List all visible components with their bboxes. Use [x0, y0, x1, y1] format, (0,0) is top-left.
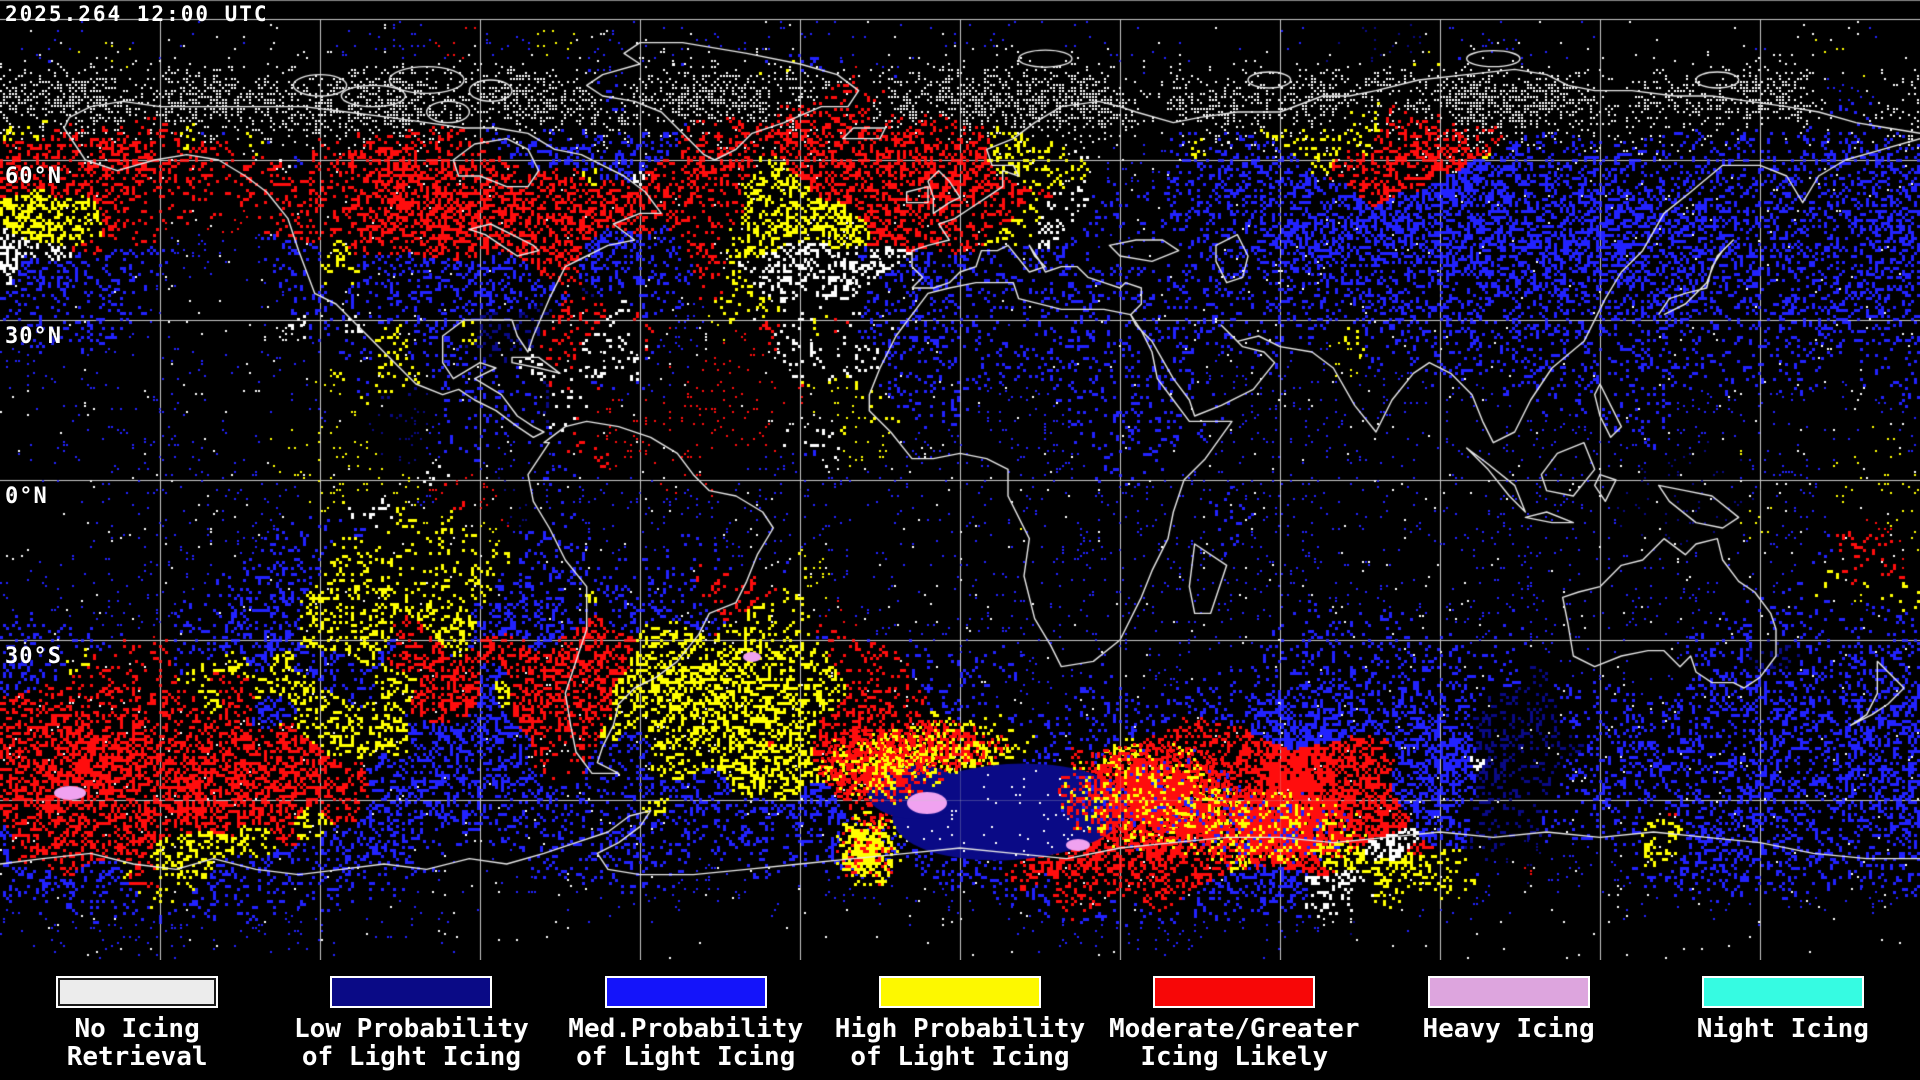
legend-swatch-no-icing-retrieval	[56, 976, 219, 1008]
icing-map-canvas	[0, 0, 1920, 960]
legend-label: of Light Icing	[850, 1042, 1070, 1072]
legend-label: Retrieval	[66, 1042, 208, 1072]
legend-label: Moderate/Greater	[1109, 1014, 1360, 1044]
legend-swatch-night-icing	[1701, 976, 1864, 1008]
legend-swatch-moderate-greater-icing	[1153, 976, 1316, 1008]
legend-label: of Light Icing	[576, 1042, 796, 1072]
legend-swatch-low-prob-light-icing	[330, 976, 493, 1008]
legend-swatch-med-prob-light-icing	[604, 976, 767, 1008]
legend-label: Night Icing	[1696, 1014, 1869, 1044]
legend-label: Med.Probability	[568, 1014, 804, 1044]
latitude-label-60n: 60°N	[5, 164, 62, 189]
legend-swatch-high-prob-light-icing	[878, 976, 1041, 1008]
timestamp: 2025.264 12:00 UTC	[5, 2, 269, 26]
legend-label: High Probability	[834, 1014, 1086, 1044]
latitude-label-30s: 30°S	[5, 644, 62, 669]
latitude-label-30n: 30°N	[5, 324, 62, 349]
legend-label: Low Probability	[294, 1014, 529, 1044]
legend-label: Icing Likely	[1140, 1042, 1329, 1072]
legend-label: of Light Icing	[301, 1042, 521, 1072]
world-map: 2025.264 12:00 UTC 60°N 30°N 0°N 30°S	[0, 0, 1920, 960]
legend-swatch-heavy-icing	[1427, 976, 1590, 1008]
legend-item-med-prob-light-icing: Med.Probability of Light Icing	[549, 960, 823, 1080]
legend-item-high-prob-light-icing: High Probability of Light Icing	[823, 960, 1097, 1080]
legend-label: No Icing	[74, 1014, 200, 1044]
legend-item-night-icing: Night Icing	[1646, 960, 1920, 1080]
legend: No Icing Retrieval Low Probability of Li…	[0, 960, 1920, 1080]
legend-item-heavy-icing: Heavy Icing	[1371, 960, 1645, 1080]
legend-label: Heavy Icing	[1422, 1014, 1595, 1044]
legend-item-moderate-greater-icing: Moderate/Greater Icing Likely	[1097, 960, 1371, 1080]
legend-item-no-icing-retrieval: No Icing Retrieval	[0, 960, 274, 1080]
legend-item-low-prob-light-icing: Low Probability of Light Icing	[274, 960, 548, 1080]
latitude-label-0n: 0°N	[5, 484, 48, 509]
